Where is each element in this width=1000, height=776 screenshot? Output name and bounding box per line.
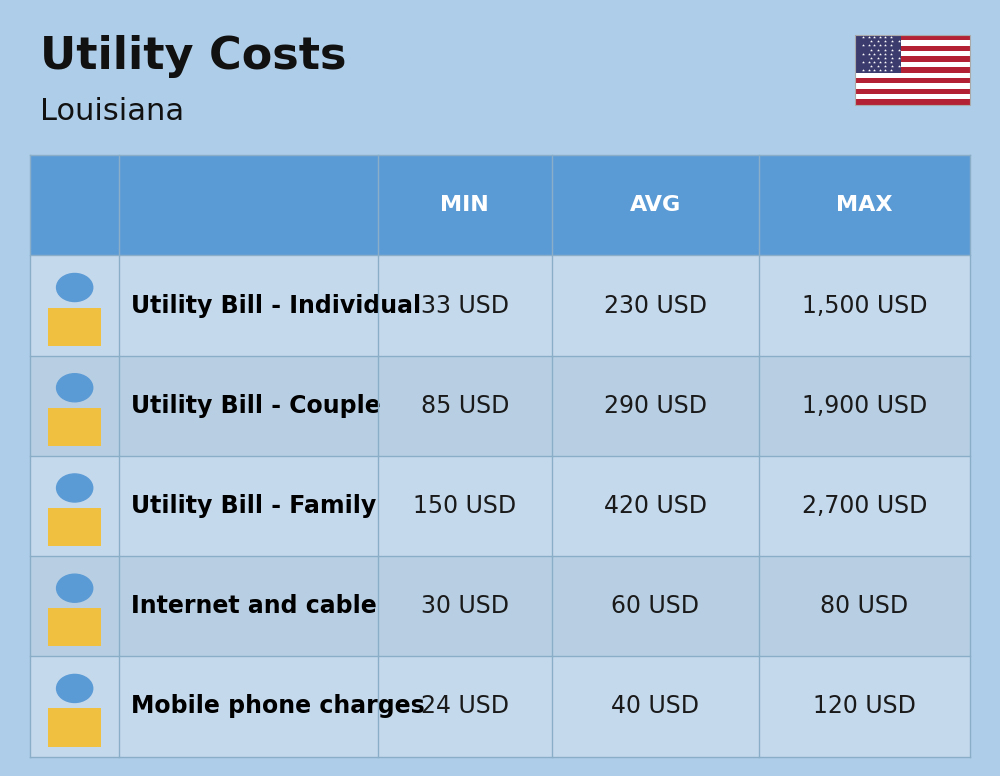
Bar: [759, 456, 970, 556]
Bar: [855, 88, 970, 94]
Text: Louisiana: Louisiana: [40, 97, 184, 126]
Bar: [759, 355, 970, 456]
Bar: [855, 35, 901, 72]
Text: 1,500 USD: 1,500 USD: [802, 293, 927, 317]
Bar: [552, 255, 759, 355]
Text: 80 USD: 80 USD: [820, 594, 908, 618]
Bar: [855, 83, 970, 88]
Bar: [552, 456, 759, 556]
Text: Utility Bill - Individual: Utility Bill - Individual: [131, 293, 421, 317]
Text: Utility Bill - Family: Utility Bill - Family: [131, 494, 377, 518]
Bar: [378, 355, 552, 456]
Text: Internet and cable: Internet and cable: [131, 594, 377, 618]
Circle shape: [57, 374, 93, 402]
Bar: [378, 456, 552, 556]
Bar: [119, 355, 378, 456]
Bar: [30, 656, 119, 757]
Bar: [855, 35, 970, 105]
Bar: [119, 456, 378, 556]
Bar: [119, 155, 378, 255]
Bar: [378, 556, 552, 656]
Bar: [30, 255, 119, 355]
Bar: [30, 556, 119, 656]
Bar: [119, 255, 378, 355]
Bar: [855, 72, 970, 78]
Bar: [552, 355, 759, 456]
Bar: [759, 255, 970, 355]
Text: 420 USD: 420 USD: [604, 494, 707, 518]
Text: 150 USD: 150 USD: [413, 494, 516, 518]
Text: 230 USD: 230 USD: [604, 293, 707, 317]
Bar: [855, 94, 970, 99]
Text: 2,700 USD: 2,700 USD: [802, 494, 927, 518]
Circle shape: [57, 674, 93, 702]
Bar: [378, 155, 552, 255]
Text: Utility Costs: Utility Costs: [40, 35, 347, 78]
Bar: [48, 708, 101, 747]
Bar: [30, 456, 119, 556]
Bar: [378, 255, 552, 355]
Circle shape: [57, 474, 93, 502]
Bar: [759, 556, 970, 656]
Bar: [855, 68, 970, 72]
Bar: [119, 556, 378, 656]
Bar: [48, 508, 101, 546]
Text: Utility Bill - Couple: Utility Bill - Couple: [131, 393, 381, 417]
Bar: [855, 99, 970, 105]
Text: 33 USD: 33 USD: [421, 293, 509, 317]
Bar: [759, 155, 970, 255]
Bar: [30, 355, 119, 456]
Bar: [48, 408, 101, 446]
Text: MAX: MAX: [836, 196, 893, 215]
Text: 85 USD: 85 USD: [421, 393, 509, 417]
Bar: [48, 307, 101, 345]
Bar: [48, 608, 101, 646]
Text: 30 USD: 30 USD: [421, 594, 509, 618]
Text: 60 USD: 60 USD: [611, 594, 699, 618]
Circle shape: [57, 273, 93, 302]
Bar: [855, 62, 970, 68]
Bar: [855, 46, 970, 51]
Bar: [759, 656, 970, 757]
Text: MIN: MIN: [440, 196, 489, 215]
Bar: [855, 57, 970, 62]
Text: 290 USD: 290 USD: [604, 393, 707, 417]
Text: 24 USD: 24 USD: [421, 695, 509, 719]
Text: 1,900 USD: 1,900 USD: [802, 393, 927, 417]
Bar: [855, 51, 970, 57]
Bar: [855, 35, 970, 40]
Bar: [119, 656, 378, 757]
Bar: [855, 40, 970, 46]
Text: 40 USD: 40 USD: [611, 695, 699, 719]
Bar: [855, 78, 970, 83]
Bar: [378, 656, 552, 757]
Bar: [552, 556, 759, 656]
Bar: [30, 155, 119, 255]
Circle shape: [57, 574, 93, 602]
Bar: [552, 155, 759, 255]
Text: AVG: AVG: [629, 196, 681, 215]
Text: 120 USD: 120 USD: [813, 695, 916, 719]
Bar: [552, 656, 759, 757]
Text: Mobile phone charges: Mobile phone charges: [131, 695, 425, 719]
